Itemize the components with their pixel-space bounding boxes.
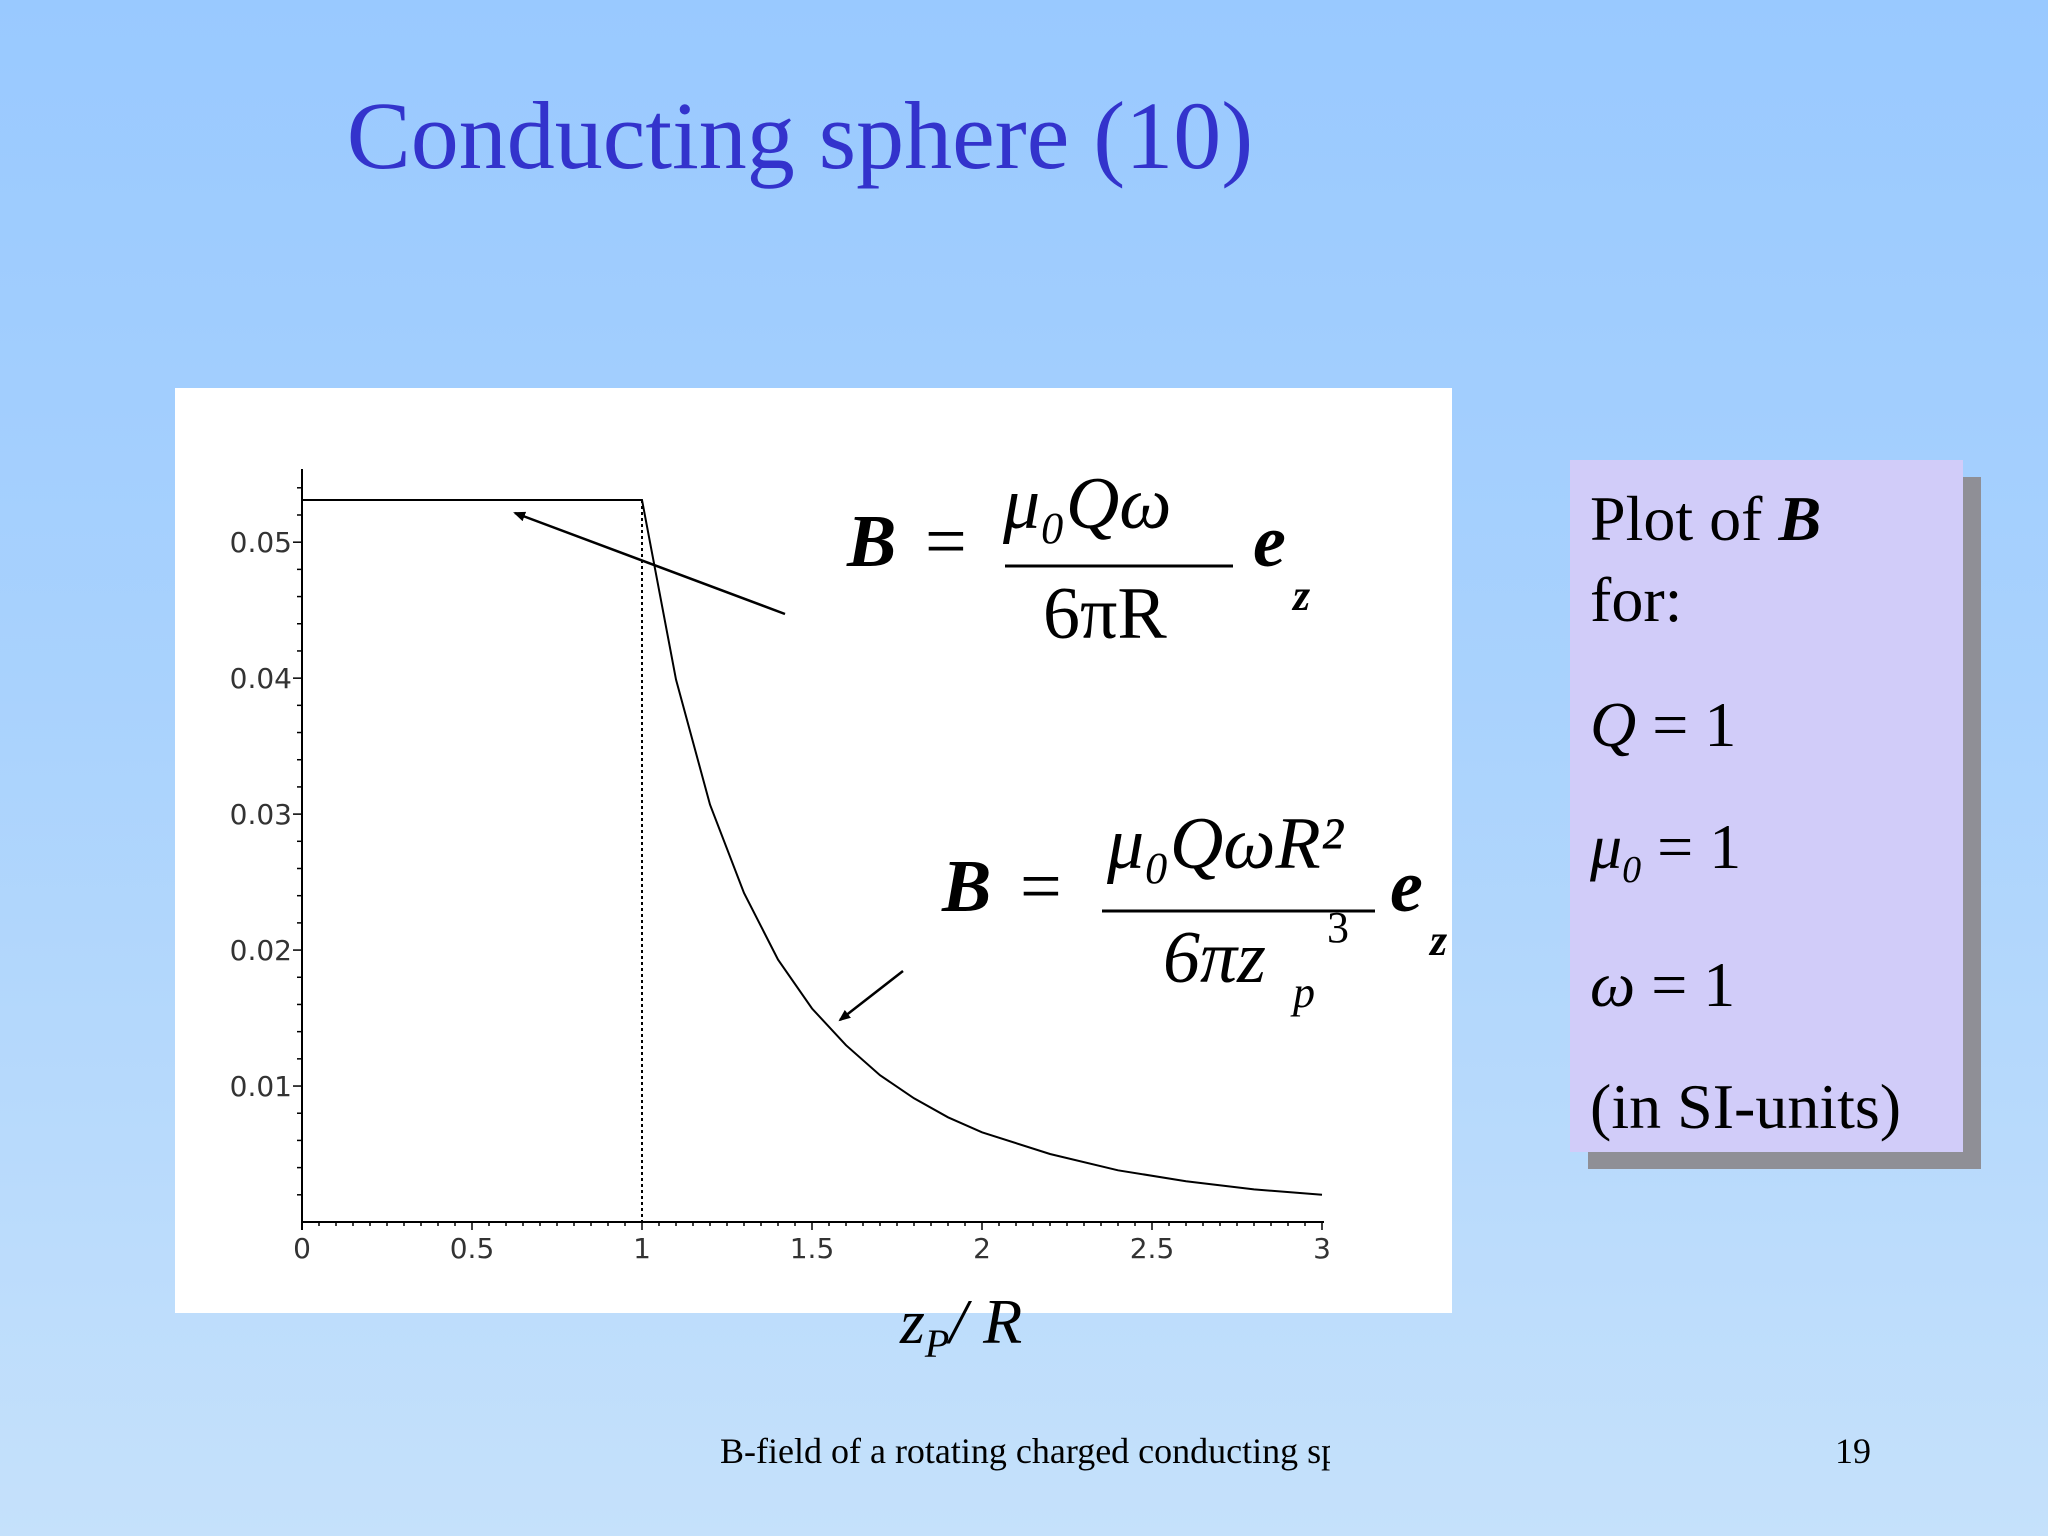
x-tick-label: 1.5 bbox=[790, 1232, 835, 1265]
outside-formula-arrow bbox=[838, 970, 904, 1022]
info-b-symbol: B bbox=[1778, 483, 1822, 554]
info-line-omega: ω = 1 bbox=[1590, 948, 1735, 1022]
tick-labels: 0 0.5 1 1.5 2 2.5 3 0.01 0.02 0.03 0.04 0.05 bbox=[230, 526, 1331, 1265]
inside-formula-rhs: e bbox=[1253, 501, 1286, 583]
x-tick-label: 0.5 bbox=[450, 1232, 495, 1265]
plot-panel: 0 0.5 1 1.5 2 2.5 3 0.01 0.02 0.03 0.04 0.05 B = μ₀… bbox=[175, 388, 1452, 1313]
outside-formula: B = μ₀QωR² 6πz p 3 e z bbox=[941, 803, 1447, 1017]
y-tick-label: 0.02 bbox=[230, 934, 292, 967]
b-field-plot: 0 0.5 1 1.5 2 2.5 3 0.01 0.02 0.03 0.04 0.05 B = μ₀… bbox=[230, 463, 1447, 1265]
inside-formula-numerator: μ₀Qω bbox=[1002, 463, 1172, 545]
outside-formula-denominator: 6πz bbox=[1163, 917, 1266, 999]
info-line-for: for: bbox=[1590, 564, 1683, 635]
inside-formula-lhs: B bbox=[846, 501, 896, 583]
slide-title: Conducting sphere (10) bbox=[346, 82, 1254, 189]
y-tick-label: 0.03 bbox=[230, 798, 292, 831]
x-axis-title-rest: / R bbox=[949, 1286, 1023, 1357]
axis-ticks bbox=[293, 487, 1323, 1230]
outside-formula-rhs: e bbox=[1390, 846, 1423, 928]
y-tick-label: 0.05 bbox=[230, 526, 292, 559]
inside-formula-denominator: 6πR bbox=[1043, 573, 1167, 655]
b-field-series-line bbox=[302, 499, 1323, 1196]
y-tick-label: 0.04 bbox=[230, 662, 292, 695]
info-mu-sub: 0 bbox=[1622, 848, 1642, 891]
outside-formula-rhs-sub: z bbox=[1428, 916, 1447, 965]
x-axis-title-main: z bbox=[900, 1286, 925, 1357]
info-q-symbol: Q bbox=[1590, 689, 1637, 760]
footer-title: B-field of a rotating charged conducting… bbox=[720, 1431, 1330, 1471]
parameter-info-box: Plot of B for: Q = 1 μ0 = 1 ω = 1 (in SI… bbox=[1570, 460, 1963, 1152]
info-line-mu: μ0 = 1 bbox=[1590, 810, 1741, 892]
outside-formula-numerator: μ₀QωR² bbox=[1106, 803, 1345, 885]
info-mu-value: = 1 bbox=[1641, 811, 1742, 882]
outside-formula-denominator-sup: 3 bbox=[1327, 903, 1349, 952]
inside-formula-equals: = bbox=[925, 501, 967, 583]
info-plot-of-text: Plot of bbox=[1590, 483, 1779, 554]
x-tick-label: 2.5 bbox=[1130, 1232, 1175, 1265]
x-axis-title: zP/ R bbox=[900, 1285, 1022, 1367]
info-line-q: Q = 1 bbox=[1590, 688, 1736, 762]
outside-formula-lhs: B bbox=[941, 846, 991, 928]
inside-formula-arrow bbox=[513, 511, 786, 616]
info-omega-symbol: ω bbox=[1590, 949, 1636, 1020]
x-axis-title-sub: P bbox=[924, 1320, 950, 1366]
info-line-plot-of: Plot of B bbox=[1590, 482, 1821, 556]
y-tick-label: 0.01 bbox=[230, 1070, 292, 1103]
inside-formula-rhs-sub: z bbox=[1291, 571, 1310, 620]
x-tick-label: 0 bbox=[293, 1232, 311, 1265]
outside-formula-denominator-sub: p bbox=[1290, 968, 1315, 1017]
outside-formula-equals: = bbox=[1020, 846, 1062, 928]
page-number: 19 bbox=[1835, 1431, 1871, 1471]
x-tick-label: 3 bbox=[1313, 1232, 1331, 1265]
info-omega-value: = 1 bbox=[1635, 949, 1736, 1020]
x-tick-label: 2 bbox=[973, 1232, 991, 1265]
info-line-units: (in SI-units) bbox=[1590, 1071, 1902, 1142]
inside-formula: B = μ₀Qω 6πR e z bbox=[846, 463, 1310, 655]
info-mu-symbol: μ bbox=[1590, 811, 1623, 882]
x-tick-label: 1 bbox=[633, 1232, 651, 1265]
info-q-value: = 1 bbox=[1636, 689, 1737, 760]
